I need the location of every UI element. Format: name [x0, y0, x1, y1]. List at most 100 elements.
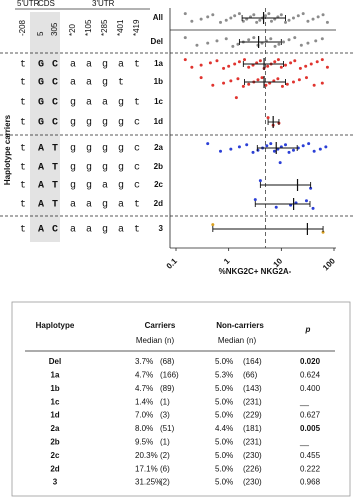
point [199, 63, 203, 67]
region-label: CDS [38, 0, 55, 8]
base: g [86, 144, 92, 155]
row-header: 3 [53, 478, 58, 487]
point [293, 59, 297, 63]
base: c [134, 144, 140, 155]
point [276, 77, 280, 81]
cell: (1) [160, 438, 170, 447]
point [206, 15, 210, 19]
point [324, 145, 328, 149]
base: t [20, 78, 26, 89]
cell: (226) [243, 464, 262, 473]
point [312, 83, 316, 87]
base: g [86, 118, 92, 129]
base: c [134, 163, 140, 174]
point [190, 19, 194, 23]
point [206, 41, 210, 45]
base: g [102, 78, 108, 89]
base: T [52, 200, 58, 211]
point [325, 65, 329, 69]
point [260, 76, 264, 80]
point [195, 43, 199, 47]
x-label: %NKG2C+ NKG2A- [219, 267, 292, 276]
cell: (2) [160, 451, 170, 460]
point [233, 14, 237, 18]
table-header: Carriers [145, 321, 176, 330]
base: g [86, 181, 92, 192]
base: a [86, 60, 92, 71]
point [309, 62, 313, 66]
x-tick-label: 1 [222, 256, 232, 266]
point [311, 206, 315, 210]
cell: 7.0% [135, 411, 153, 420]
point [291, 148, 295, 152]
cell: 4.7% [135, 384, 153, 393]
base: G [38, 78, 44, 89]
table-header: Non-carriers [216, 321, 264, 330]
point [222, 81, 226, 85]
cell: 9.5% [135, 438, 153, 447]
base: t [20, 118, 26, 129]
position-label: 305 [50, 22, 59, 36]
point [318, 147, 322, 151]
point [299, 43, 303, 47]
cell: 4.7% [135, 371, 153, 380]
core-highlight [30, 12, 60, 242]
point [258, 18, 262, 22]
base: a [102, 98, 108, 109]
cell: 0.005 [300, 424, 321, 433]
point [190, 65, 194, 69]
point [236, 42, 240, 46]
row-header: 2b [50, 438, 59, 447]
row-label: 3 [159, 224, 164, 233]
region-label: 3'UTR [92, 0, 115, 8]
base: t [20, 200, 26, 211]
base: A [38, 163, 44, 174]
cell: (231) [243, 438, 262, 447]
base: a [118, 60, 124, 71]
row-label: 1d [154, 117, 163, 126]
row-label: Del [151, 37, 163, 46]
point [282, 40, 286, 44]
row-label: 2d [154, 199, 163, 208]
point [219, 149, 223, 153]
point [269, 19, 273, 23]
point [287, 18, 291, 22]
row-header: 2d [50, 464, 59, 473]
base: T [52, 163, 58, 174]
base: a [118, 200, 124, 211]
point [241, 84, 245, 88]
point [243, 58, 247, 62]
point [287, 38, 291, 42]
base: t [134, 60, 140, 71]
point [277, 42, 281, 46]
point [183, 36, 187, 40]
row-label: 1a [154, 59, 163, 68]
base: t [20, 60, 26, 71]
row-header: 1d [50, 411, 59, 420]
base: G [38, 98, 44, 109]
cell: (231) [243, 397, 262, 406]
cell: (66) [243, 371, 258, 380]
point [304, 64, 308, 68]
point [309, 186, 313, 190]
row-header: 2c [51, 451, 60, 460]
base: a [86, 200, 92, 211]
position-label: *105 [84, 19, 93, 36]
base: g [70, 163, 76, 174]
position-label: -208 [18, 19, 27, 36]
base: T [52, 181, 58, 192]
table-subheader: Median (n) [136, 336, 175, 345]
point [279, 65, 283, 69]
cell: 17.1% [135, 464, 158, 473]
base: g [118, 163, 124, 174]
point [316, 15, 320, 19]
base: g [70, 118, 76, 129]
cell: 0.020 [300, 357, 321, 366]
point [233, 62, 237, 66]
point [269, 37, 273, 41]
point [304, 199, 308, 203]
point [280, 84, 284, 88]
point [306, 19, 310, 23]
base: g [102, 225, 108, 236]
base: A [38, 144, 44, 155]
